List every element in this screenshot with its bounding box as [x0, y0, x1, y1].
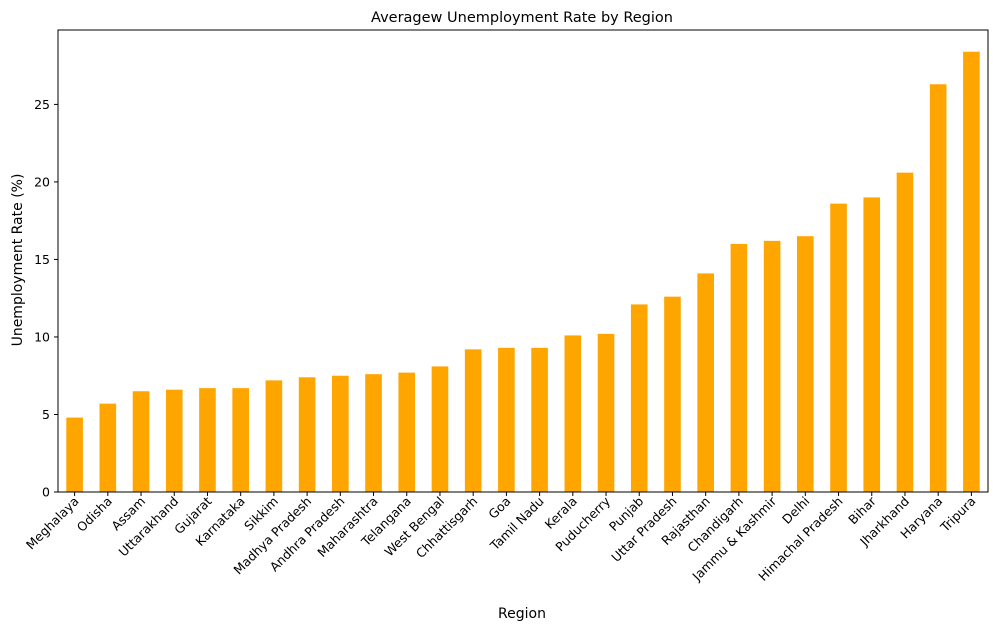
bar-karnataka	[232, 388, 249, 492]
bar-rajasthan	[697, 273, 714, 492]
y-axis-label: Unemployment Rate (%)	[10, 174, 26, 347]
bar-telangana	[398, 372, 416, 492]
bar-meghalaya	[66, 417, 83, 492]
y-tick-label: 20	[34, 174, 50, 189]
bar-gujarat	[199, 388, 216, 492]
bar-jharkhand	[896, 172, 914, 493]
x-tick-label: Odisha	[74, 494, 115, 535]
bar-tamil-nadu	[531, 347, 548, 492]
bar-madhya-pradesh	[298, 377, 316, 492]
bars-group	[66, 51, 980, 493]
bar-himachal-pradesh	[830, 203, 847, 493]
bar-maharashtra	[365, 374, 382, 492]
bar-goa	[498, 347, 515, 492]
bar-chandigarh	[730, 243, 748, 492]
x-tick-label: Meghalaya	[23, 494, 82, 553]
bar-kerala	[564, 335, 582, 492]
bar-puducherry	[597, 333, 615, 492]
y-tick-label: 0	[42, 485, 50, 500]
bar-assam	[132, 391, 150, 492]
bar-jammu-kashmir	[763, 240, 781, 492]
bar-andhra-pradesh	[332, 375, 349, 492]
bar-uttar-pradesh	[664, 296, 681, 492]
y-axis-ticks: 0 5 10 15 20 25	[34, 97, 58, 500]
x-axis-label: Region	[498, 606, 546, 622]
x-tick-label: Goa	[485, 494, 513, 522]
bar-punjab	[630, 304, 648, 492]
y-tick-label: 25	[34, 97, 50, 112]
bar-bihar	[863, 197, 881, 492]
bar-odisha	[99, 403, 117, 492]
bar-chhattisgarh	[464, 349, 482, 492]
bar-tripura	[963, 51, 980, 492]
y-tick-label: 10	[34, 329, 50, 344]
chart-title: Averagew Unemployment Rate by Region	[371, 10, 673, 26]
bar-uttarakhand	[165, 389, 183, 492]
bar-sikkim	[265, 380, 283, 492]
plot-frame	[57, 29, 989, 493]
bar-delhi	[797, 236, 814, 492]
x-axis-ticks: MeghalayaOdishaAssamUttarakhandGujaratKa…	[23, 492, 979, 584]
bar-west-bengal	[431, 366, 449, 492]
y-tick-label: 15	[34, 252, 50, 267]
y-tick-label: 5	[42, 407, 50, 422]
x-tick-label: Tripura	[937, 494, 979, 536]
bar-haryana	[929, 84, 947, 492]
